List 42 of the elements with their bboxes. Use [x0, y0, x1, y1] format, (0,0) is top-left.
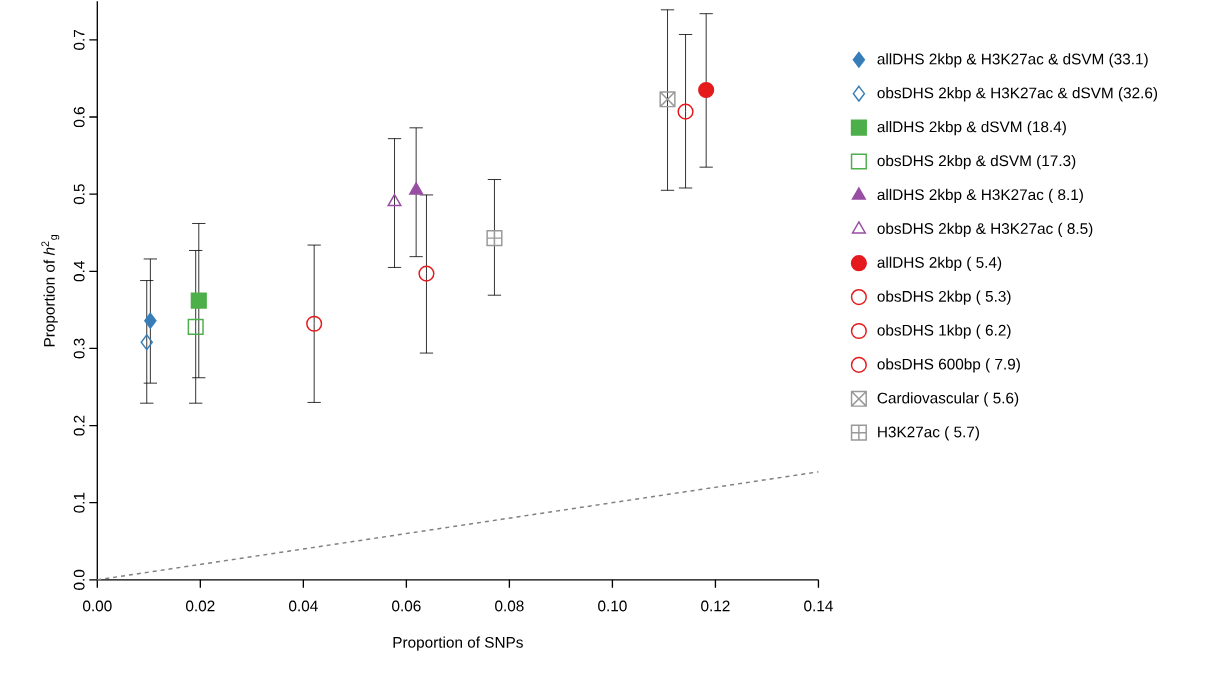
- y-tick-label: 0.6: [73, 107, 85, 128]
- y-tick-label: 0.4: [73, 261, 85, 282]
- x-tick-label: 0.04: [289, 600, 318, 612]
- y-tick-label: 0.3: [73, 338, 85, 359]
- legend-label: obsDHS 2kbp & H3K27ac ( 8.5): [877, 222, 1093, 237]
- x-tick-label: 0.00: [83, 600, 112, 612]
- y-tick-label: 0.2: [73, 415, 85, 436]
- legend-label: allDHS 2kbp & dSVM (18.4): [877, 120, 1066, 136]
- x-tick-label: 0.10: [598, 600, 627, 612]
- x-tick-label: 0.08: [495, 600, 524, 612]
- legend-label: allDHS 2kbp & H3K27ac & dSVM (33.1): [877, 53, 1148, 68]
- x-tick-label: 0.12: [701, 600, 730, 612]
- y-axis-title: Proportion of h$^{2}$g: [41, 234, 60, 347]
- legend-label: H3K27ac ( 5.7): [878, 426, 980, 441]
- point: [698, 81, 715, 99]
- point: [486, 230, 503, 247]
- x-tick-label: 0.14: [804, 600, 833, 612]
- point: [187, 318, 204, 335]
- legend-label: allDHS 2kbp & H3K27ac ( 8.1): [877, 188, 1083, 204]
- y-tick-label: 0.1: [73, 492, 85, 513]
- y-tick-label: 0.7: [73, 29, 85, 50]
- point: [677, 103, 694, 120]
- point: [387, 193, 402, 207]
- x-tick-label: 0.02: [186, 600, 215, 612]
- y-tick-label: 0.5: [73, 184, 85, 205]
- legend-label: obsDHS 1kbp ( 6.2): [877, 324, 1011, 339]
- legend-label: obsDHS 2kbp & H3K27ac & dSVM (32.6): [877, 87, 1158, 102]
- x-axis-title: Proportion of SNPs: [393, 636, 523, 651]
- legend-label: Cardiovascular ( 5.6): [877, 392, 1019, 407]
- point: [190, 292, 207, 309]
- point: [659, 91, 676, 108]
- x-tick-label: 0.06: [392, 600, 421, 612]
- legend-label: obsDHS 2kbp & dSVM (17.3): [877, 154, 1076, 170]
- point: [140, 334, 153, 351]
- legend-label: obsDHS 2kbp ( 5.3): [877, 290, 1011, 305]
- legend-label: allDHS 2kbp ( 5.4): [877, 256, 1002, 271]
- point: [144, 312, 157, 329]
- point: [306, 315, 323, 332]
- point: [409, 182, 424, 195]
- legend-label: obsDHS 600bp ( 7.9): [877, 358, 1020, 373]
- point: [418, 265, 435, 282]
- y-tick-label: 0.0: [73, 569, 85, 590]
